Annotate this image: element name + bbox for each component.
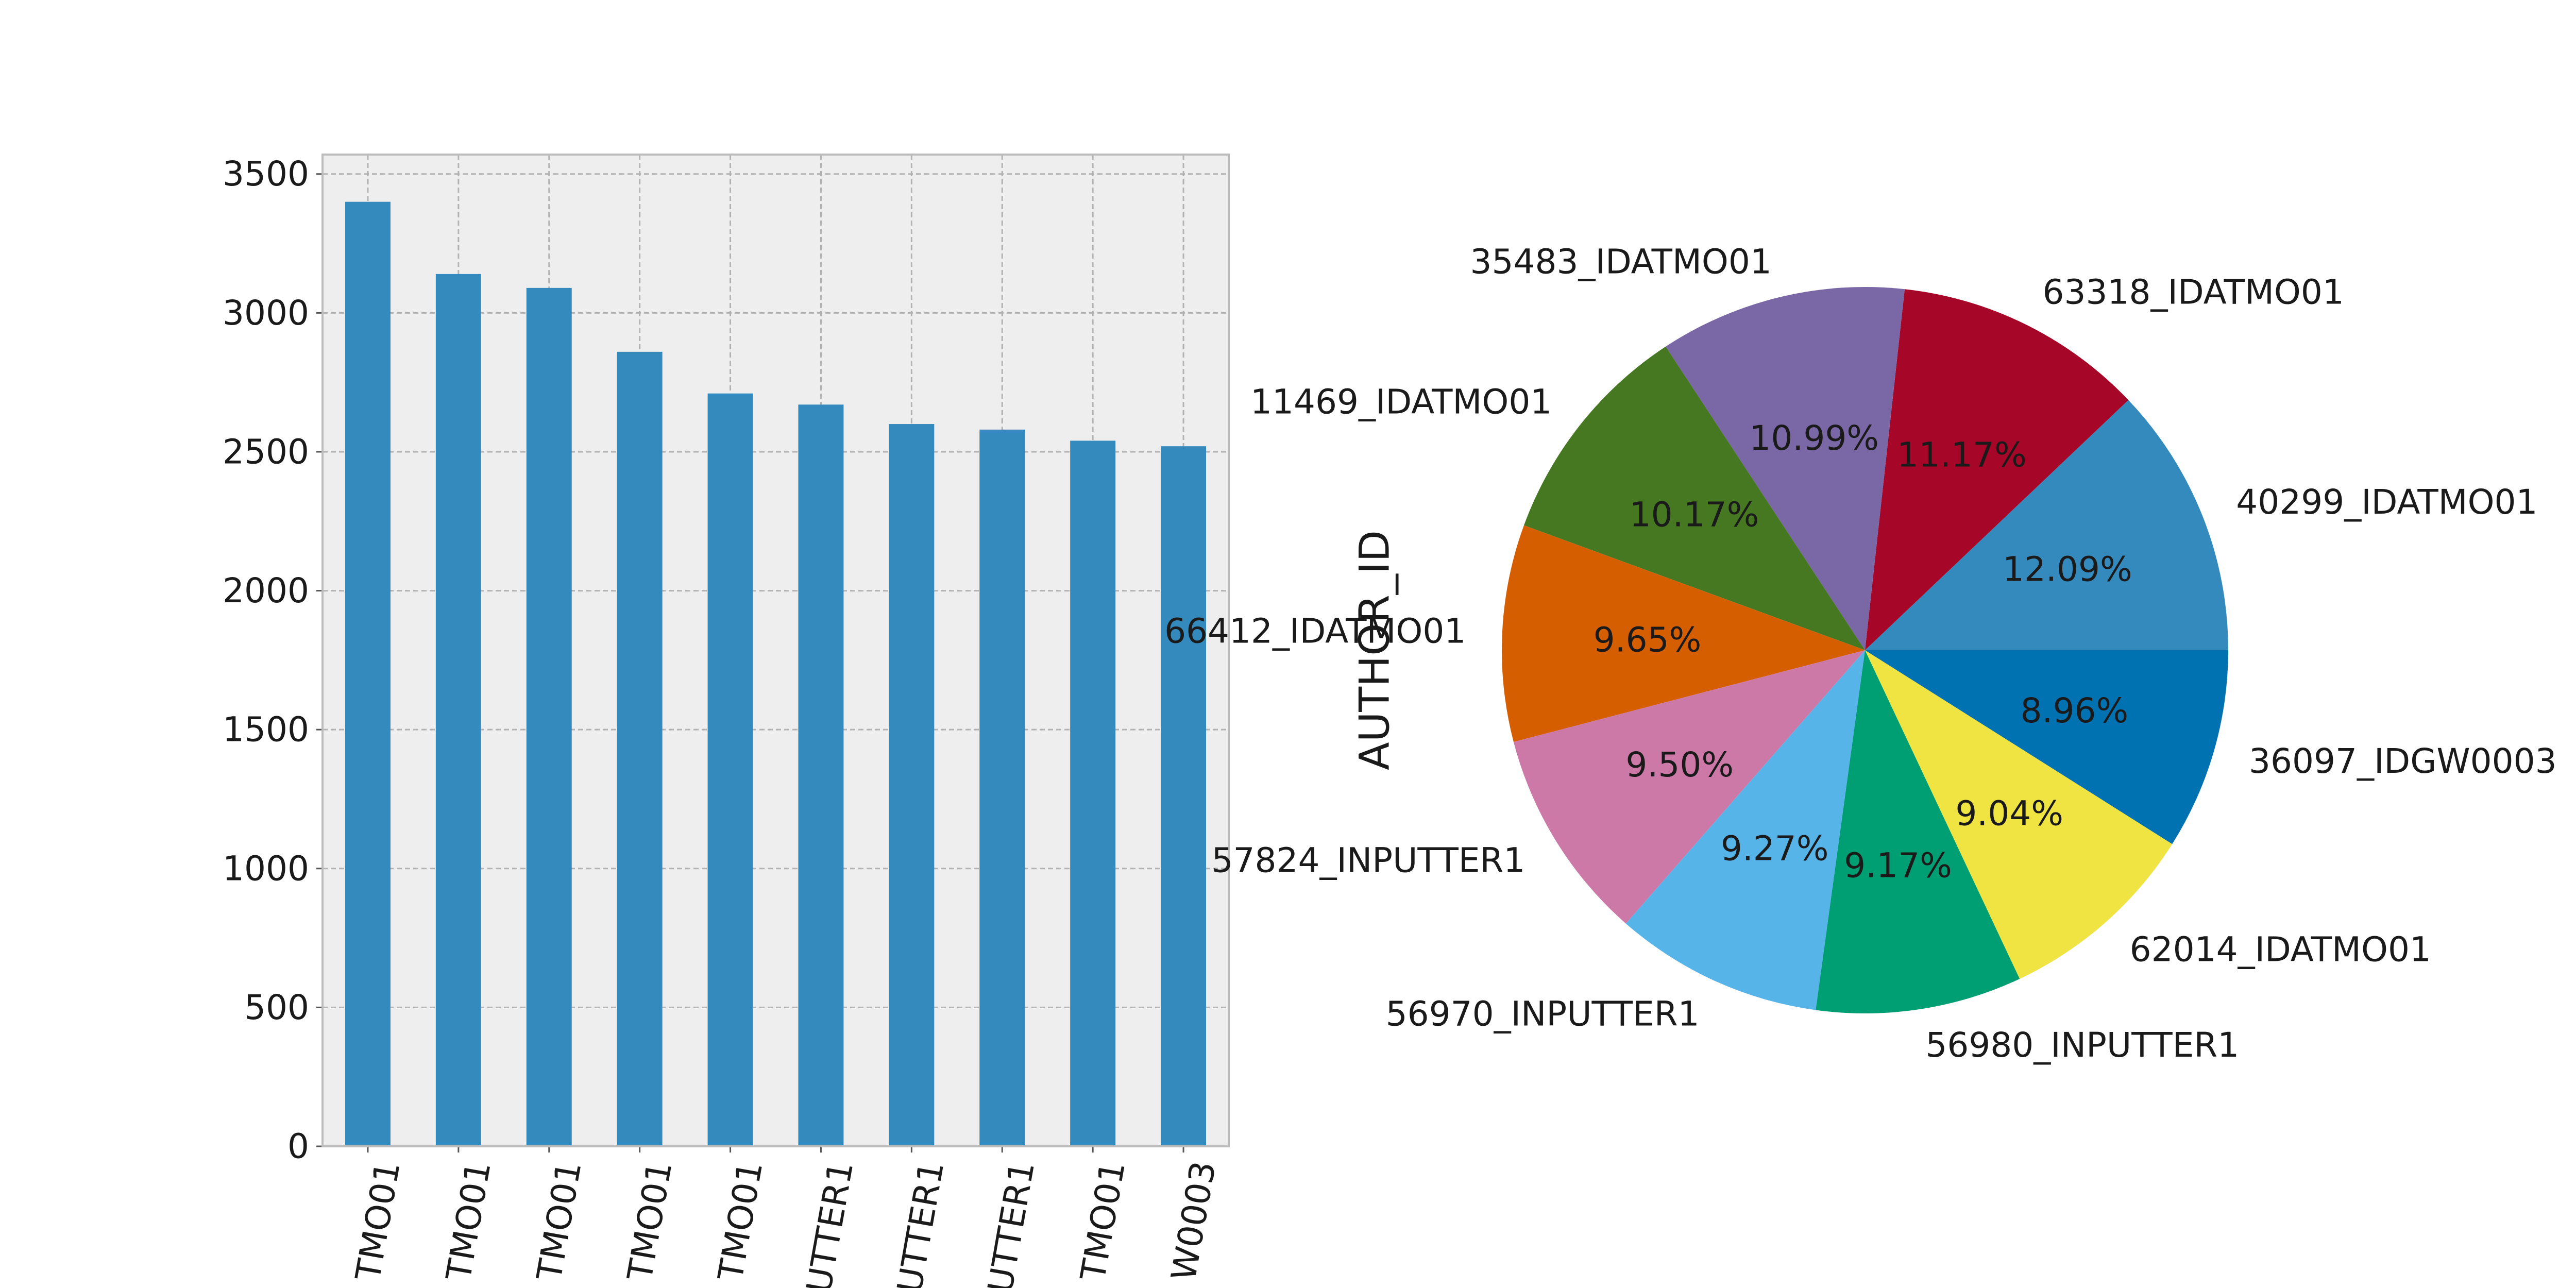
bar	[526, 287, 572, 1147]
pie-slice	[1865, 650, 2228, 844]
y-tick-label: 500	[244, 988, 309, 1027]
pie-ylabel: AUTHOR_ID	[1351, 530, 1399, 770]
pie-category-label: 56970_INPUTTER1	[1386, 994, 1700, 1033]
y-tick-label: 3500	[223, 154, 309, 194]
pie-percent-label: 10.17%	[1630, 495, 1759, 535]
bar	[707, 393, 753, 1146]
y-tick-label: 0	[287, 1127, 309, 1166]
pie-category-label: 62014_IDATMO01	[2130, 930, 2431, 970]
pie-slice	[1523, 346, 1865, 650]
pie-slice	[1501, 525, 1865, 742]
pie-percent-label: 12.09%	[2003, 550, 2132, 589]
pie-category-label: 40299_IDATMO01	[2236, 482, 2537, 522]
plot-frame	[321, 154, 1230, 1147]
pie-percent-label: 9.04%	[1955, 793, 2063, 833]
pie-percent-label: 9.50%	[1625, 745, 1734, 785]
pie-chart: 12.09% 40299_IDATMO01 11.17% 63318_IDATMO01…	[1164, 242, 2557, 1065]
pie-category-label: 35483_IDATMO01	[1470, 242, 1772, 281]
bar	[979, 429, 1025, 1147]
y-tick-label: 1500	[223, 710, 309, 750]
pie-percent-label: 8.96%	[2021, 691, 2129, 731]
y-tick-label: 2000	[223, 571, 309, 611]
pie-category-label: 57824_INPUTTER1	[1211, 840, 1525, 880]
bar	[889, 424, 935, 1146]
bar	[798, 404, 844, 1146]
bar	[435, 274, 481, 1146]
pie-percent-label: 11.17%	[1897, 435, 2027, 475]
pie-category-label: 63318_IDATMO01	[2043, 273, 2344, 312]
y-tick-label: 1000	[223, 849, 309, 888]
pie-slice	[1513, 650, 1865, 924]
pie-category-label: 36097_IDGW0003	[2249, 741, 2557, 781]
pie-percent-label: 9.27%	[1721, 828, 1829, 868]
pie-slice	[1865, 650, 2173, 979]
pie-category-label: 56980_INPUTTER1	[1925, 1025, 2239, 1065]
pie-percent-label: 9.17%	[1844, 846, 1952, 886]
pie-category-label: 11469_IDATMO01	[1250, 382, 1552, 422]
pie-slice	[1865, 400, 2228, 650]
bar	[345, 201, 391, 1147]
bar	[1161, 446, 1207, 1146]
pie-slice	[1625, 650, 1865, 1010]
bar	[1070, 440, 1116, 1147]
pie-percent-label: 9.65%	[1594, 620, 1702, 659]
y-tick-label: 3000	[223, 293, 309, 333]
pie-slice	[1816, 650, 2020, 1013]
y-tick-label: 2500	[223, 432, 309, 471]
pie-category-label: 66412_IDATMO01	[1164, 611, 1466, 651]
pie-slice	[1865, 289, 2129, 650]
pie-percent-label: 10.99%	[1749, 418, 1879, 458]
pie-slice	[1666, 286, 1905, 650]
bar	[617, 351, 663, 1146]
